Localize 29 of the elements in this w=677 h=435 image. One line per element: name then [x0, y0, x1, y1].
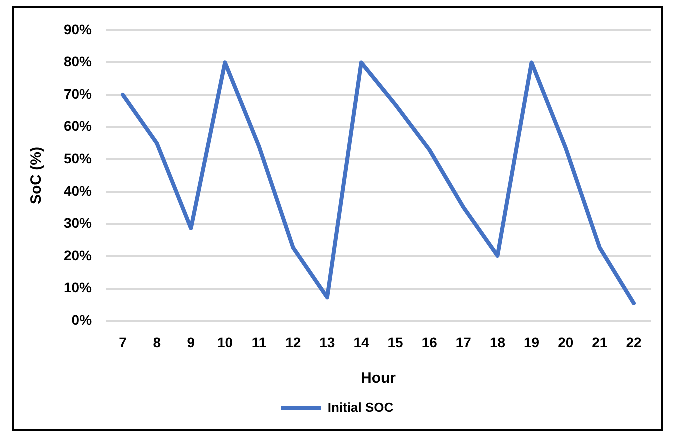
- x-tick-label: 22: [626, 334, 642, 350]
- x-tick-label: 19: [524, 334, 540, 350]
- x-tick-label: 11: [252, 334, 267, 350]
- y-tick-label: 70%: [64, 86, 93, 102]
- y-tick-label: 20%: [64, 247, 93, 264]
- legend-label: Initial SOC: [328, 400, 394, 416]
- y-tick-label: 10%: [64, 280, 93, 296]
- y-tick-label: 90%: [64, 21, 93, 38]
- y-tick-label: 80%: [64, 54, 93, 70]
- x-tick-label: 12: [286, 334, 302, 350]
- y-tick-label: 40%: [64, 182, 93, 199]
- y-tick-label: 60%: [64, 118, 93, 134]
- x-tick-label: 21: [592, 334, 608, 350]
- x-tick-label: 9: [187, 334, 196, 350]
- y-tick-label: 30%: [64, 215, 93, 232]
- x-tick-label: 13: [320, 334, 336, 350]
- x-axis-title: Hour: [361, 370, 396, 388]
- x-tick-label: 14: [354, 334, 370, 350]
- y-tick-label: 50%: [64, 150, 93, 167]
- x-tick-label: 17: [456, 334, 472, 350]
- x-tick-label: 10: [217, 334, 234, 350]
- y-tick-label: 0%: [72, 312, 93, 328]
- y-axis-title: SoC (%): [28, 147, 46, 205]
- x-tick-label: 18: [490, 334, 506, 350]
- x-tick-label: 20: [558, 334, 574, 350]
- x-tick-label: 16: [422, 334, 438, 350]
- x-tick-label: 15: [388, 334, 404, 350]
- x-tick-label: 8: [153, 334, 162, 350]
- x-tick-label: 7: [119, 334, 128, 350]
